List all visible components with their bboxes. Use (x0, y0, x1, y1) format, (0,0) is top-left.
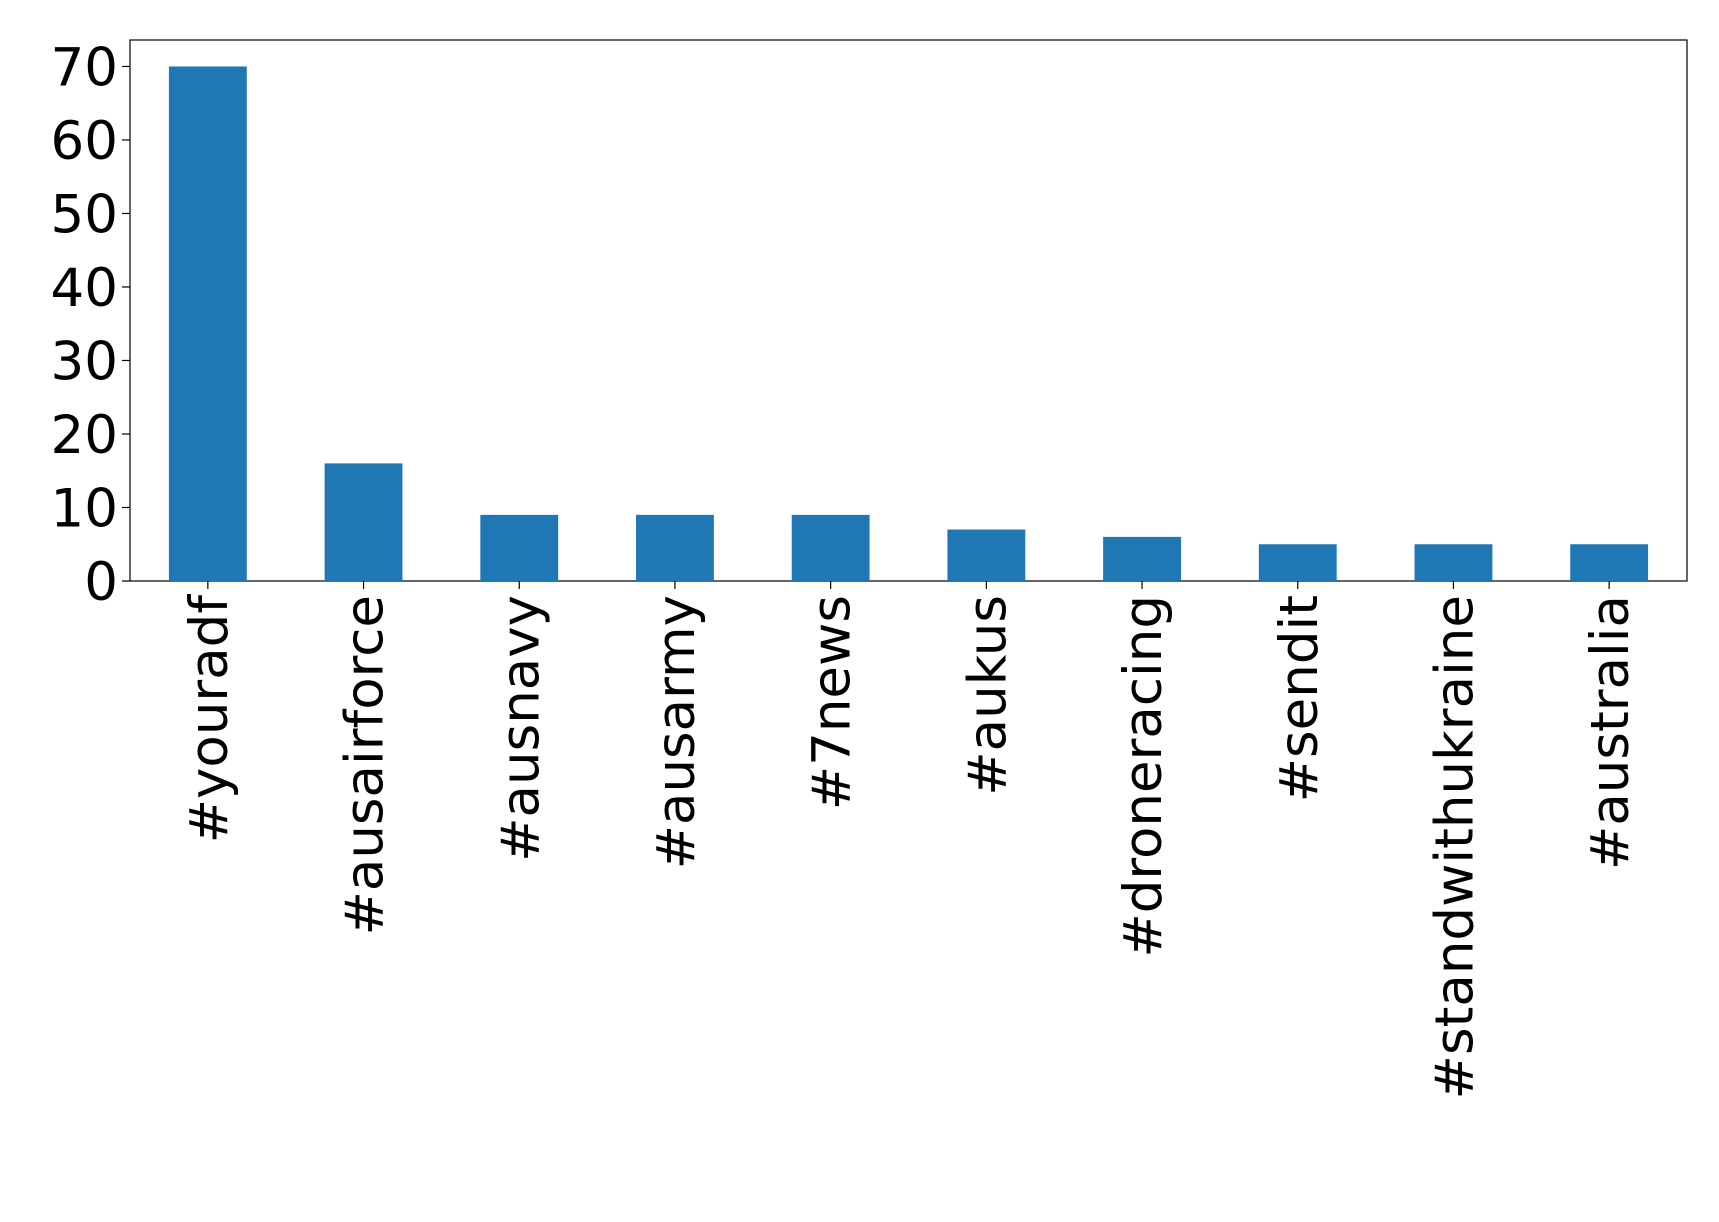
x-tick-label: #aukus (957, 595, 1018, 796)
y-tick-label: 10 (51, 478, 118, 539)
x-tick-label: #ausnavy (490, 595, 551, 862)
bar (1258, 544, 1337, 581)
x-tick-label: #australia (1580, 595, 1641, 870)
y-tick-label: 60 (51, 111, 118, 172)
y-tick-label: 70 (51, 37, 118, 98)
x-tick-label: #ausairforce (335, 595, 396, 936)
x-tick-label: #7news (802, 595, 863, 810)
x-tick-label: #droneracing (1113, 595, 1174, 958)
y-tick-label: 0 (84, 552, 118, 613)
y-tick-label: 40 (51, 258, 118, 319)
y-tick-label: 50 (51, 184, 118, 245)
y-tick-label: 20 (51, 405, 118, 466)
x-tick-label: #ausarmy (646, 595, 707, 869)
bar (168, 66, 247, 581)
x-tick-label: #standwithukraine (1424, 595, 1485, 1099)
bar (636, 514, 714, 581)
bar (1570, 544, 1649, 581)
bar (947, 529, 1026, 581)
bar (480, 514, 559, 581)
x-tick-label: #sendit (1269, 595, 1330, 802)
bar (324, 463, 403, 581)
plot-frame (129, 39, 1688, 582)
bar (1414, 544, 1493, 581)
bar (1103, 536, 1181, 581)
bar (791, 514, 870, 581)
x-tick-label: #youradf (179, 594, 240, 844)
y-tick-label: 30 (51, 331, 118, 392)
